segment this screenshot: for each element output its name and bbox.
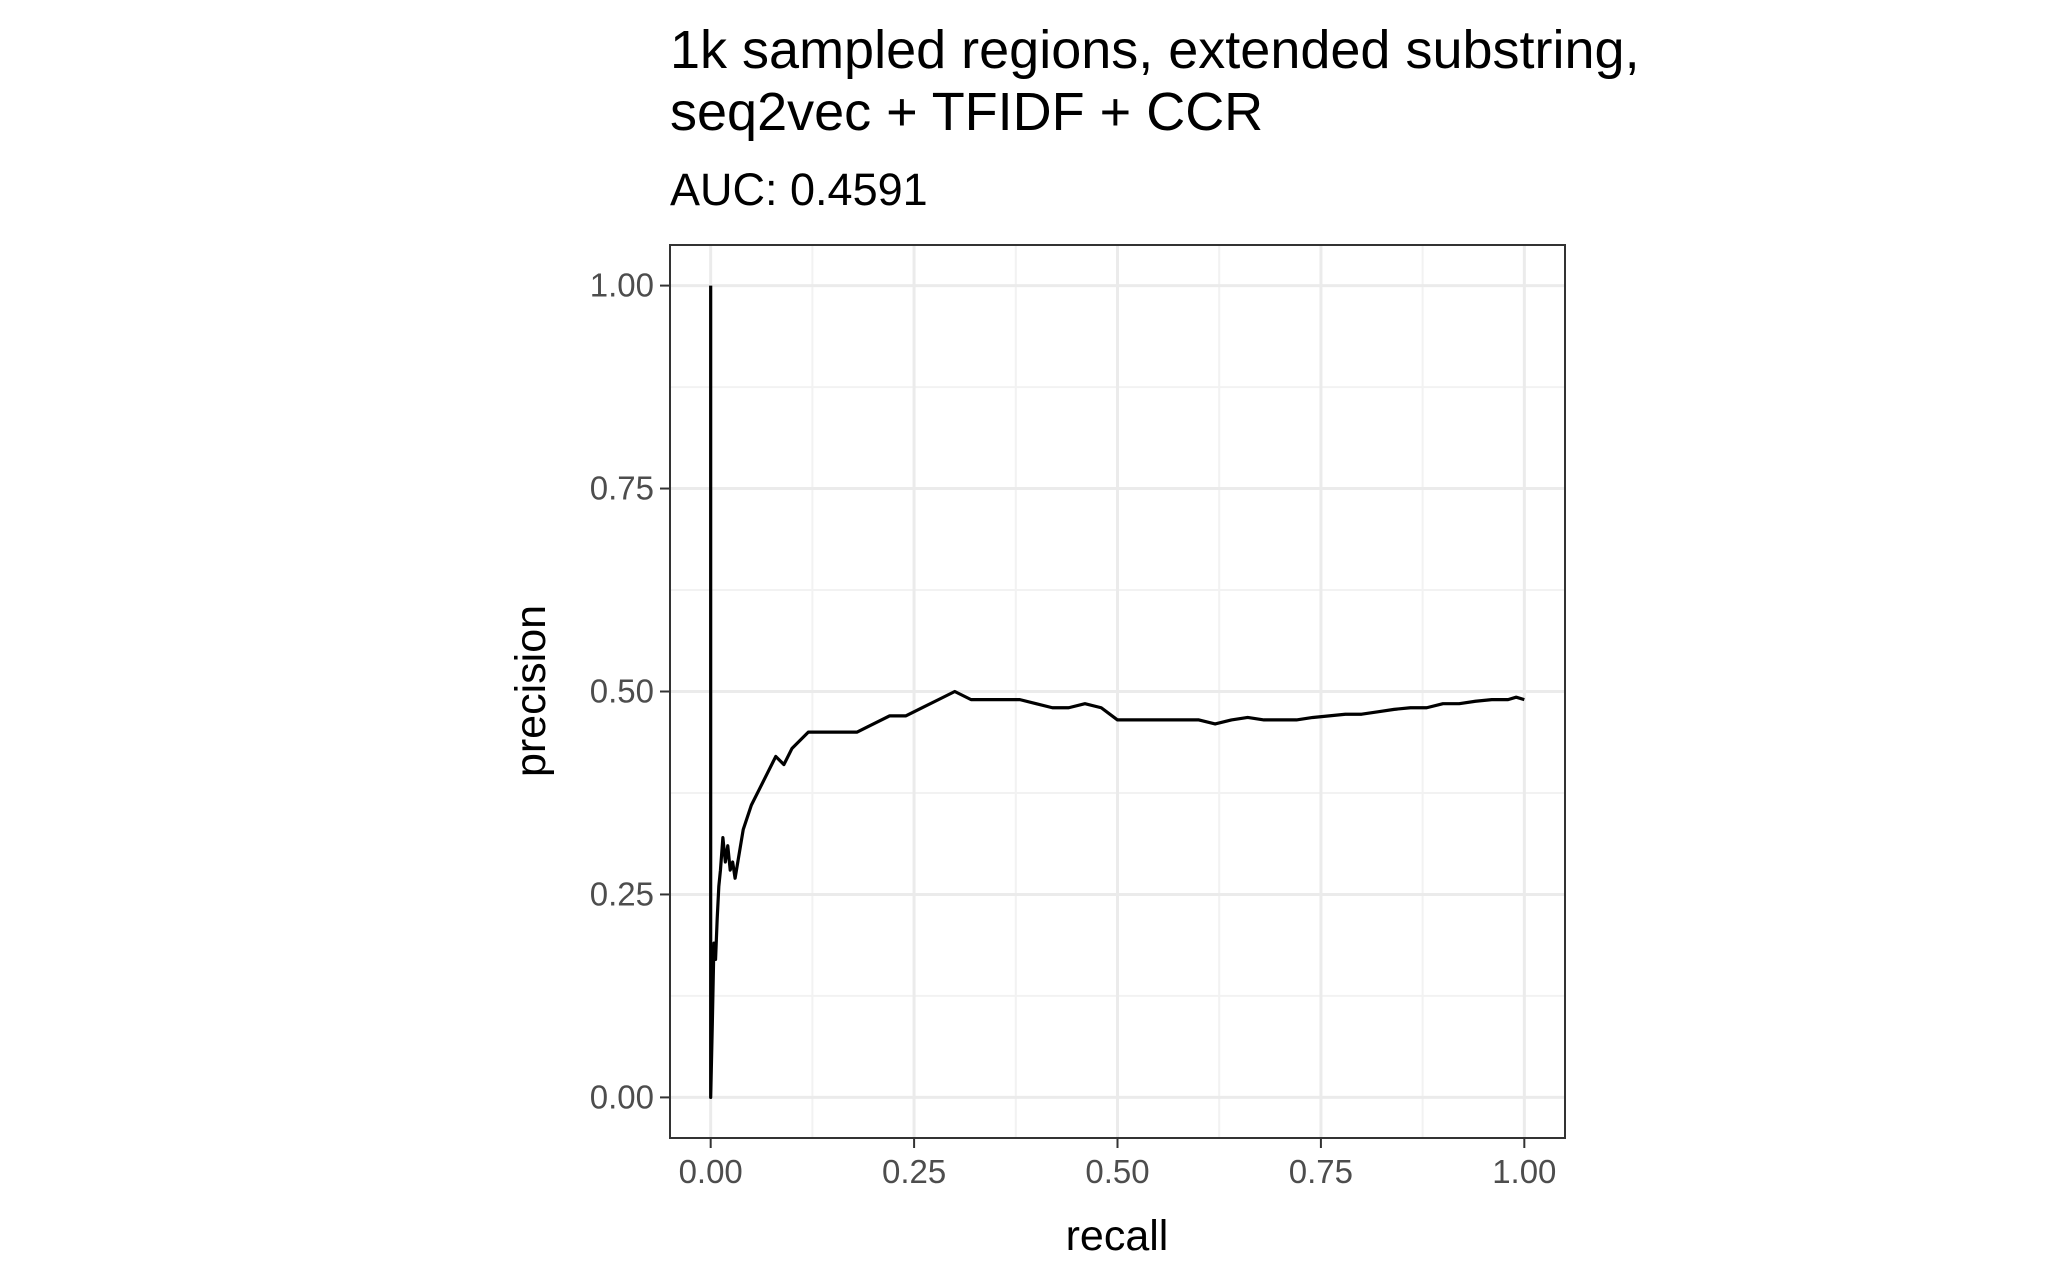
axis-ticks: 0.00 0.25 0.50 0.75 1.00 0.00 0.25 0.50 0.75 1.00 [590, 267, 1557, 1190]
chart-subtitle: AUC: 0.4591 [670, 164, 928, 215]
x-tick-label: 0.75 [1289, 1153, 1353, 1190]
chart-title-line-2: seq2vec + TFIDF + CCR [670, 82, 1263, 142]
y-tick-label: 0.75 [590, 470, 654, 507]
x-tick-label: 0.25 [882, 1153, 946, 1190]
y-tick-label: 0.00 [590, 1078, 654, 1115]
x-tick-label: 0.50 [1085, 1153, 1149, 1190]
x-tick-label: 1.00 [1492, 1153, 1556, 1190]
y-tick-label: 1.00 [590, 267, 654, 304]
series-layer [709, 285, 1525, 1100]
precision-recall-line [709, 285, 1525, 1100]
x-axis-title: recall [1066, 1212, 1169, 1260]
y-tick-label: 0.25 [590, 875, 654, 912]
chart-title-line-1: 1k sampled regions, extended substring, [670, 20, 1640, 80]
y-axis-title: precision [507, 605, 555, 777]
y-tick-label: 0.50 [590, 673, 654, 710]
x-tick-label: 0.00 [679, 1153, 743, 1190]
